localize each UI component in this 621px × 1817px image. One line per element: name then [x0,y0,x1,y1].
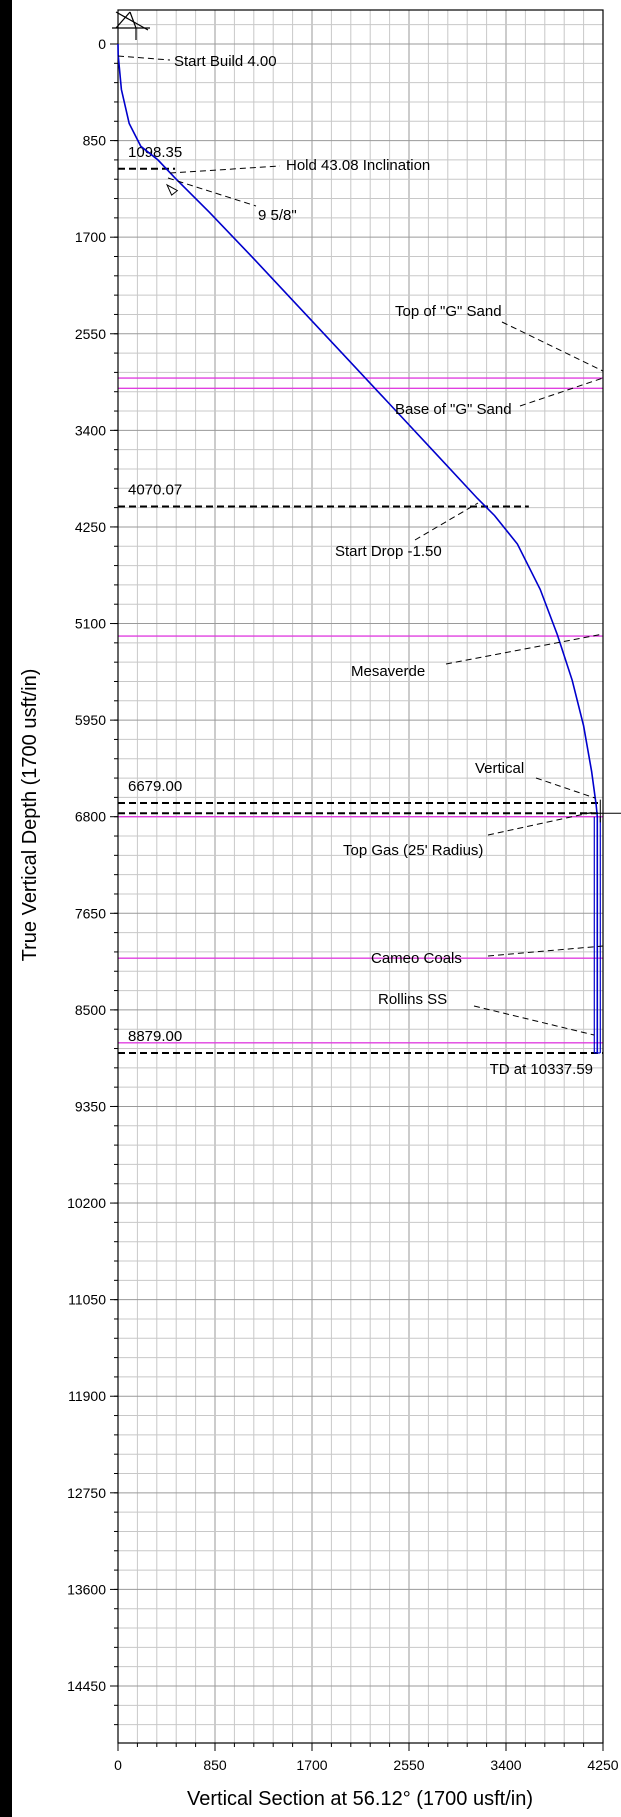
annotation-leader [167,177,257,207]
annotation-label: Top of "G" Sand [395,303,502,320]
y-tick-label: 11900 [68,1388,106,1404]
y-tick-label: 5950 [75,712,106,728]
annotation-leader [473,1005,595,1036]
y-tick-label: 10200 [67,1195,106,1211]
annotation-leader [487,945,604,957]
annotation-label: Start Build 4.00 [174,53,277,70]
y-tick-label: 4250 [75,519,106,535]
annotations: Start Build 4.00 Hold 43.08 Inclination 9 … [117,53,604,1078]
north-arrow-icon [115,11,131,29]
annotation-leader [501,321,604,372]
marker-label: 1098.35 [128,144,182,161]
y-tick-label: 2550 [75,326,106,342]
y-tick-label: 1700 [75,229,106,245]
annotation-label: TD at 10337.59 [490,1061,593,1078]
x-tick-label: 850 [203,1757,227,1773]
tick-labels: 0850170025503400425051005950680076508500… [67,36,619,1773]
y-tick-label: 850 [83,133,107,149]
axes [110,9,604,1751]
marker-label: 8879.00 [128,1028,182,1045]
casing-shoe-icon [166,183,179,196]
x-tick-label: 3400 [490,1757,521,1773]
y-tick-label: 5100 [75,616,106,632]
annotation-leader [445,633,604,665]
y-tick-label: 13600 [67,1581,106,1597]
annotation-leader [414,502,479,541]
marker-label: 6679.00 [128,778,182,795]
annotation-label: Start Drop -1.50 [335,543,442,560]
left-border-bar [0,0,12,1817]
x-axis-title: Vertical Section at 56.12° (1700 usft/in… [187,1788,533,1810]
y-tick-label: 9350 [75,1098,106,1114]
x-tick-label: 1700 [296,1757,327,1773]
y-tick-label: 7650 [75,905,106,921]
y-tick-label: 0 [98,36,106,52]
annotation-label: Mesaverde [351,663,425,680]
north-arrow-icon [129,11,137,29]
marker-label: 4070.07 [128,481,182,498]
annotation-leader [169,165,281,174]
wellpath-line [117,43,599,1053]
y-tick-label: 11050 [68,1292,106,1308]
annotation-label: Top Gas (25' Radius) [343,842,483,859]
formation-lines [118,377,603,1044]
y-tick-label: 3400 [75,422,106,438]
marker-lines: 1098.35 4070.07 6679.00 8879.00 [118,144,603,1054]
annotation-label: Base of "G" Sand [395,401,512,418]
north-arrow-icon [115,11,149,31]
x-tick-label: 0 [114,1757,122,1773]
y-tick-label: 8500 [75,1002,106,1018]
annotation-label: 9 5/8" [258,207,297,224]
annotation-label: Vertical [475,760,524,777]
x-tick-label: 2550 [393,1757,424,1773]
y-tick-label: 12750 [67,1485,106,1501]
annotation-leader [519,377,604,407]
annotation-leader [117,55,171,61]
x-tick-label: 4250 [587,1757,618,1773]
annotation-label: Rollins SS [378,991,447,1008]
grid [117,10,604,1743]
y-tick-label: 6800 [75,809,106,825]
plot-border [117,9,604,1744]
annotation-label: Cameo Coals [371,950,462,967]
annotation-leader [487,811,595,836]
annotation-label: Hold 43.08 Inclination [286,157,430,174]
y-tick-label: 14450 [67,1678,106,1694]
y-axis-title: True Vertical Depth (1700 usft/in) [19,669,41,962]
annotation-leader [535,777,596,799]
